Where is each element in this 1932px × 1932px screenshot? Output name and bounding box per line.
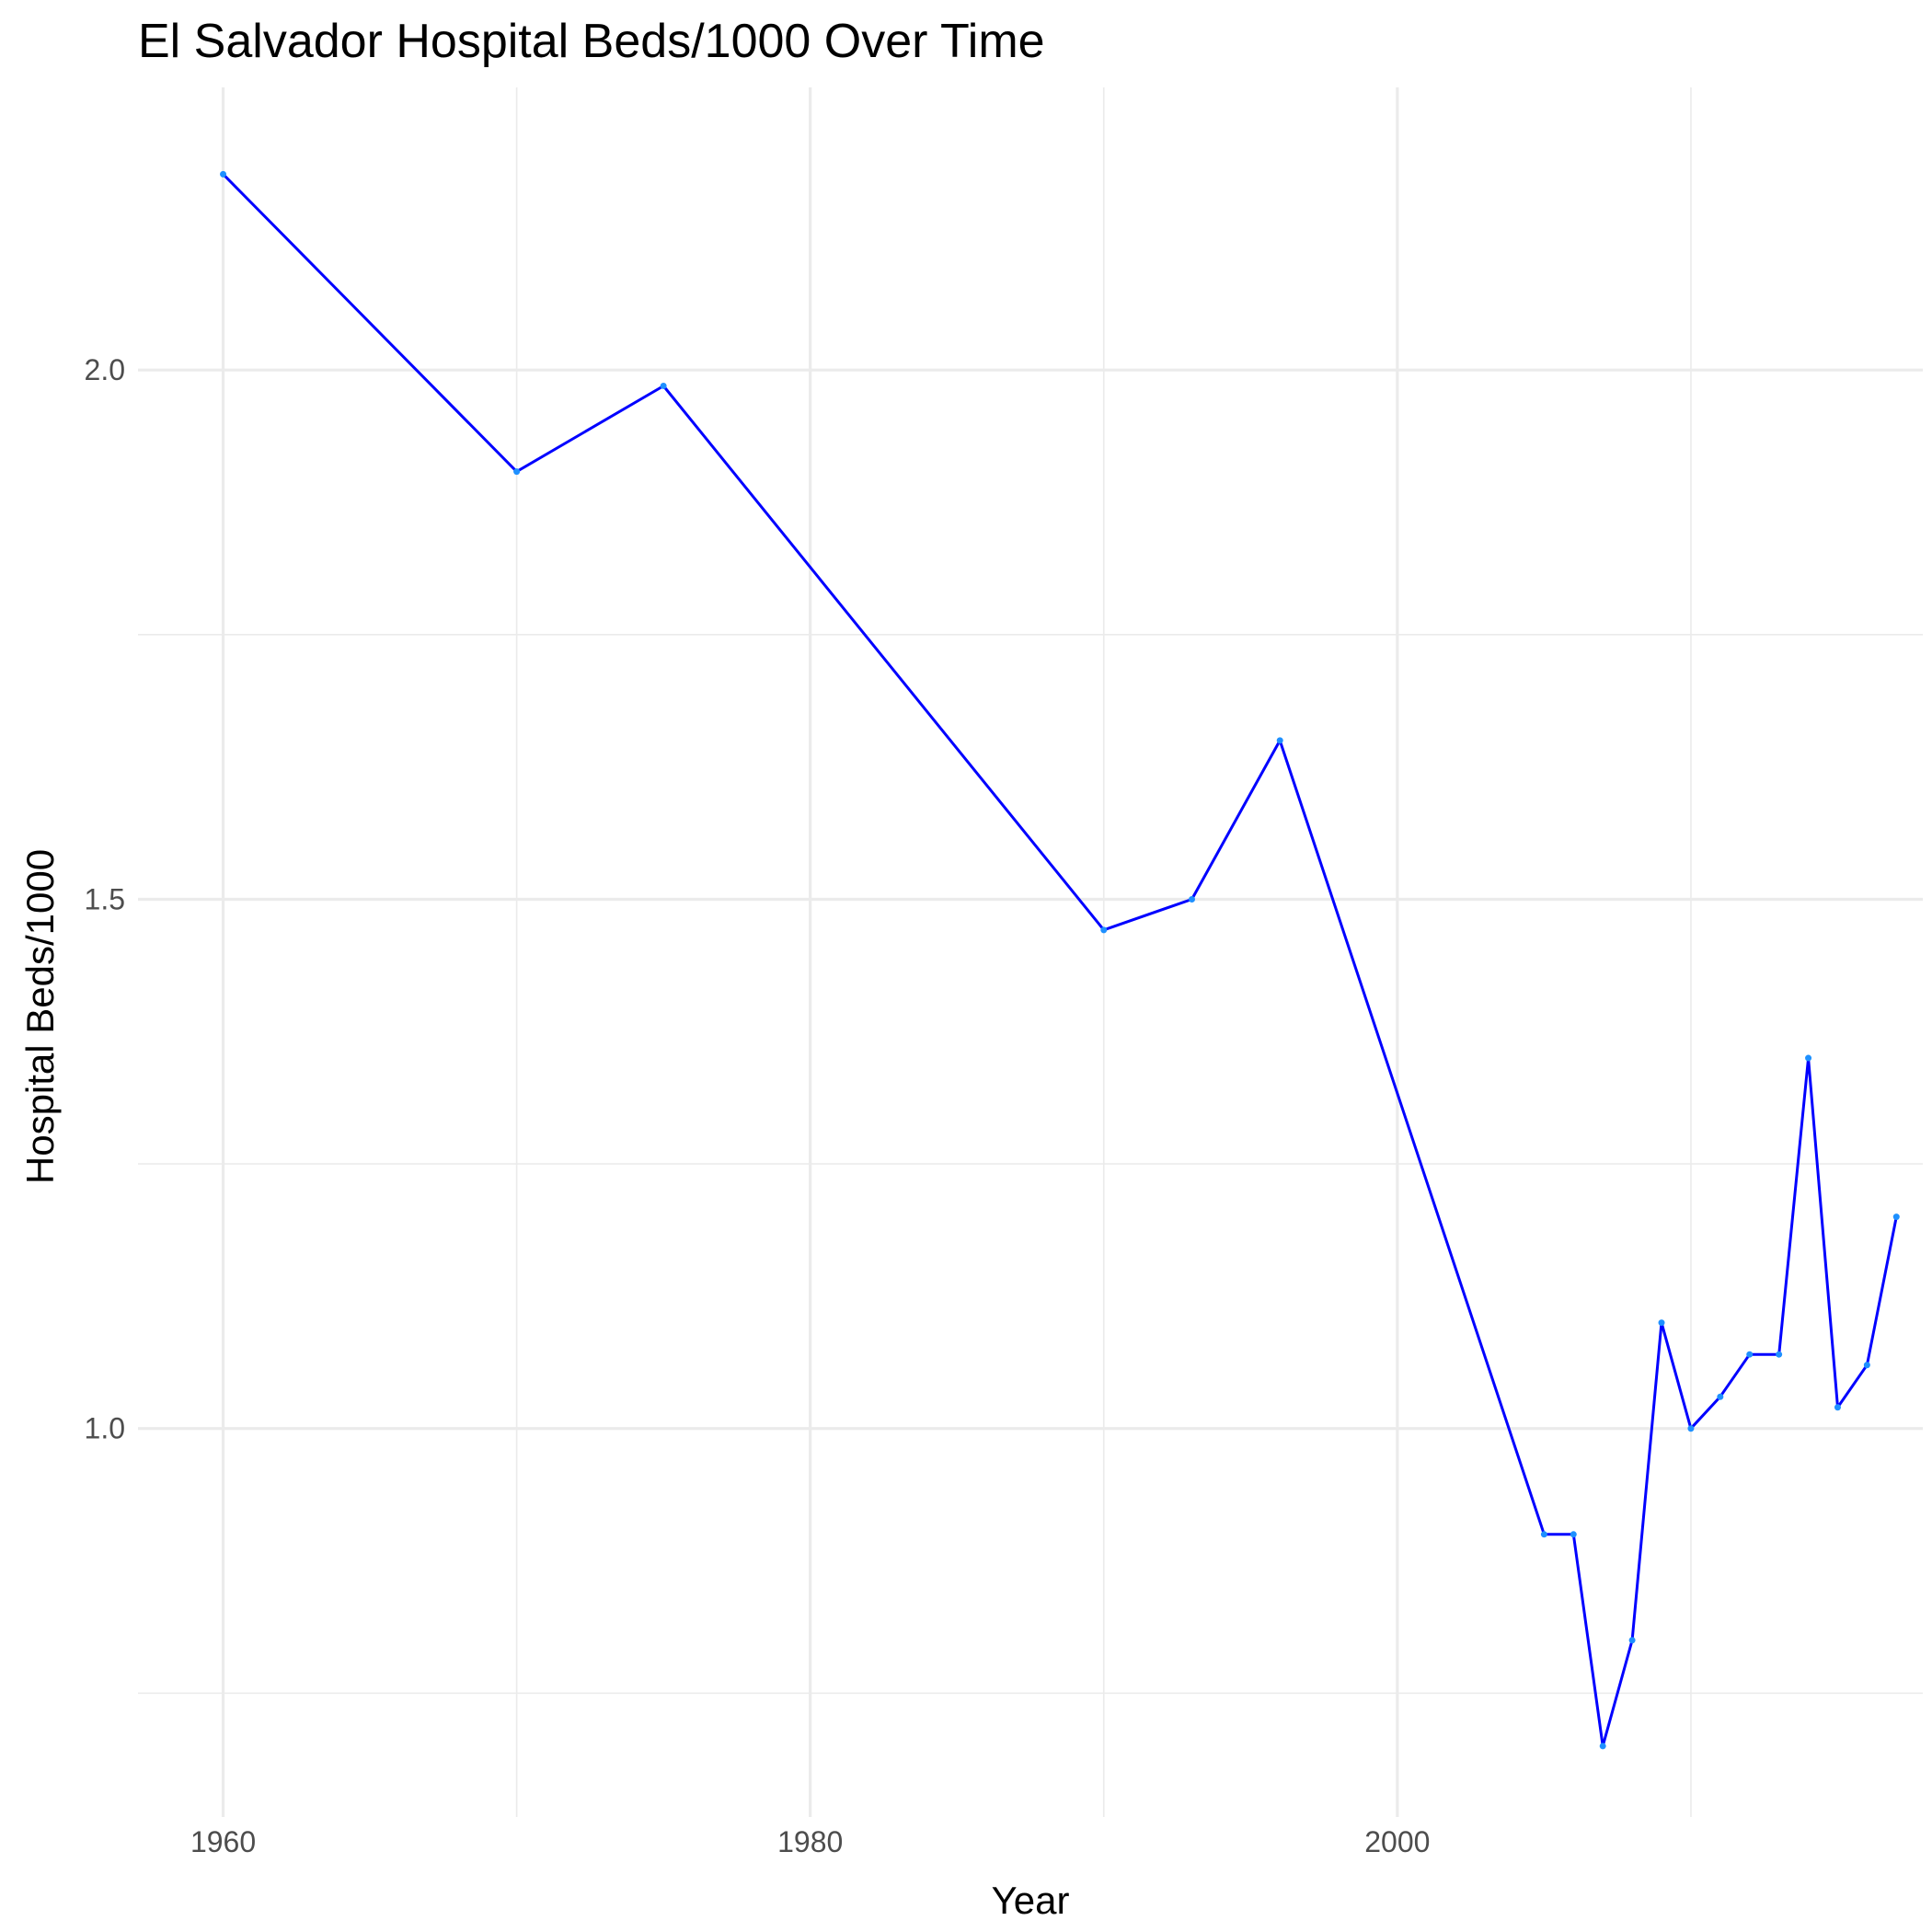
data-point [1570,1531,1577,1538]
data-point [1540,1531,1547,1538]
data-point [220,170,227,178]
data-point [1805,1054,1812,1062]
data-point [1658,1319,1665,1327]
x-axis-title: Year [992,1879,1070,1922]
y-axis-title: Hospital Beds/1000 [18,849,62,1184]
chart-title: El Salvador Hospital Beds/1000 Over Time [138,15,1045,68]
x-tick-label: 2000 [1364,1825,1430,1858]
data-point [1892,1213,1900,1221]
minor-gridlines [138,87,1923,1817]
tick-labels: 1960 1980 2000 1.0 1.5 2.0 [85,353,1431,1858]
data-point [1834,1404,1841,1411]
series-layer [220,170,1900,1750]
x-tick-label: 1980 [777,1825,843,1858]
y-tick-label: 1.5 [85,882,125,915]
data-point [1717,1393,1724,1400]
x-tick-label: 1960 [190,1825,256,1858]
major-gridlines [138,87,1923,1817]
y-tick-label: 1.0 [85,1412,125,1445]
data-point [1746,1351,1754,1358]
data-point [1863,1362,1870,1369]
data-point [1188,895,1195,903]
y-tick-label: 2.0 [85,353,125,386]
data-point [1687,1425,1695,1432]
data-point [1776,1351,1783,1358]
data-point [1628,1637,1636,1644]
data-point [513,468,521,476]
data-point [1276,737,1283,744]
data-point [1100,926,1108,934]
data-point [1599,1742,1606,1750]
data-point [660,382,667,389]
